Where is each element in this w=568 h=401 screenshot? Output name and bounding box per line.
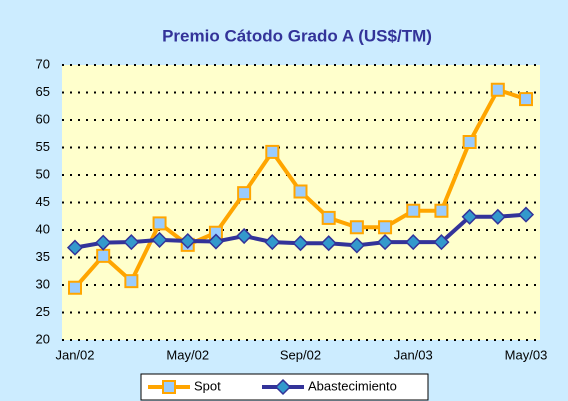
plot-area bbox=[62, 65, 540, 340]
marker bbox=[378, 220, 393, 235]
y-tick-label: 65 bbox=[36, 84, 50, 99]
y-tick-label: 55 bbox=[36, 139, 50, 154]
y-tick-label: 25 bbox=[36, 304, 50, 319]
y-tick-label: 70 bbox=[36, 56, 50, 71]
y-tick-label: 50 bbox=[36, 166, 50, 181]
marker bbox=[95, 234, 112, 251]
legend-label: Abastecimiento bbox=[308, 378, 397, 393]
chart-title: Premio Cátodo Grado A (US$/TM) bbox=[162, 26, 432, 45]
marker bbox=[265, 144, 280, 159]
marker bbox=[405, 234, 422, 251]
marker bbox=[377, 234, 394, 251]
y-tick-label: 30 bbox=[36, 276, 50, 291]
legend-label: Spot bbox=[194, 378, 221, 393]
marker bbox=[461, 208, 478, 225]
marker bbox=[321, 210, 336, 225]
marker bbox=[237, 186, 252, 201]
marker bbox=[406, 203, 421, 218]
marker bbox=[66, 239, 84, 256]
y-tick-label: 20 bbox=[36, 331, 50, 346]
y-tick-label: 45 bbox=[36, 194, 50, 209]
marker bbox=[320, 235, 337, 252]
x-tick-label: Sep/02 bbox=[280, 347, 321, 362]
marker bbox=[490, 82, 505, 97]
y-tick-label: 35 bbox=[36, 249, 50, 264]
marker bbox=[123, 234, 140, 251]
marker bbox=[162, 380, 176, 394]
marker bbox=[96, 248, 111, 263]
marker bbox=[293, 184, 308, 199]
marker bbox=[462, 135, 477, 149]
x-tick-label: May/02 bbox=[166, 347, 209, 362]
marker bbox=[152, 216, 167, 231]
marker bbox=[264, 234, 281, 251]
y-tick-label: 60 bbox=[36, 111, 50, 126]
marker bbox=[519, 92, 533, 107]
x-tick-label: Jan/02 bbox=[55, 347, 94, 362]
marker bbox=[179, 232, 196, 250]
marker bbox=[489, 208, 506, 225]
marker bbox=[433, 234, 450, 251]
x-tick-label: May/03 bbox=[505, 347, 548, 362]
marker bbox=[292, 235, 309, 252]
y-tick-label: 40 bbox=[36, 221, 50, 236]
marker bbox=[274, 378, 292, 396]
marker bbox=[434, 203, 449, 218]
marker bbox=[207, 233, 224, 250]
marker bbox=[348, 237, 365, 254]
x-tick-label: Jan/03 bbox=[394, 347, 433, 362]
marker bbox=[124, 274, 139, 289]
marker bbox=[349, 220, 364, 235]
marker bbox=[68, 280, 82, 295]
marker bbox=[236, 227, 253, 245]
marker bbox=[517, 206, 535, 223]
marker bbox=[151, 231, 168, 248]
